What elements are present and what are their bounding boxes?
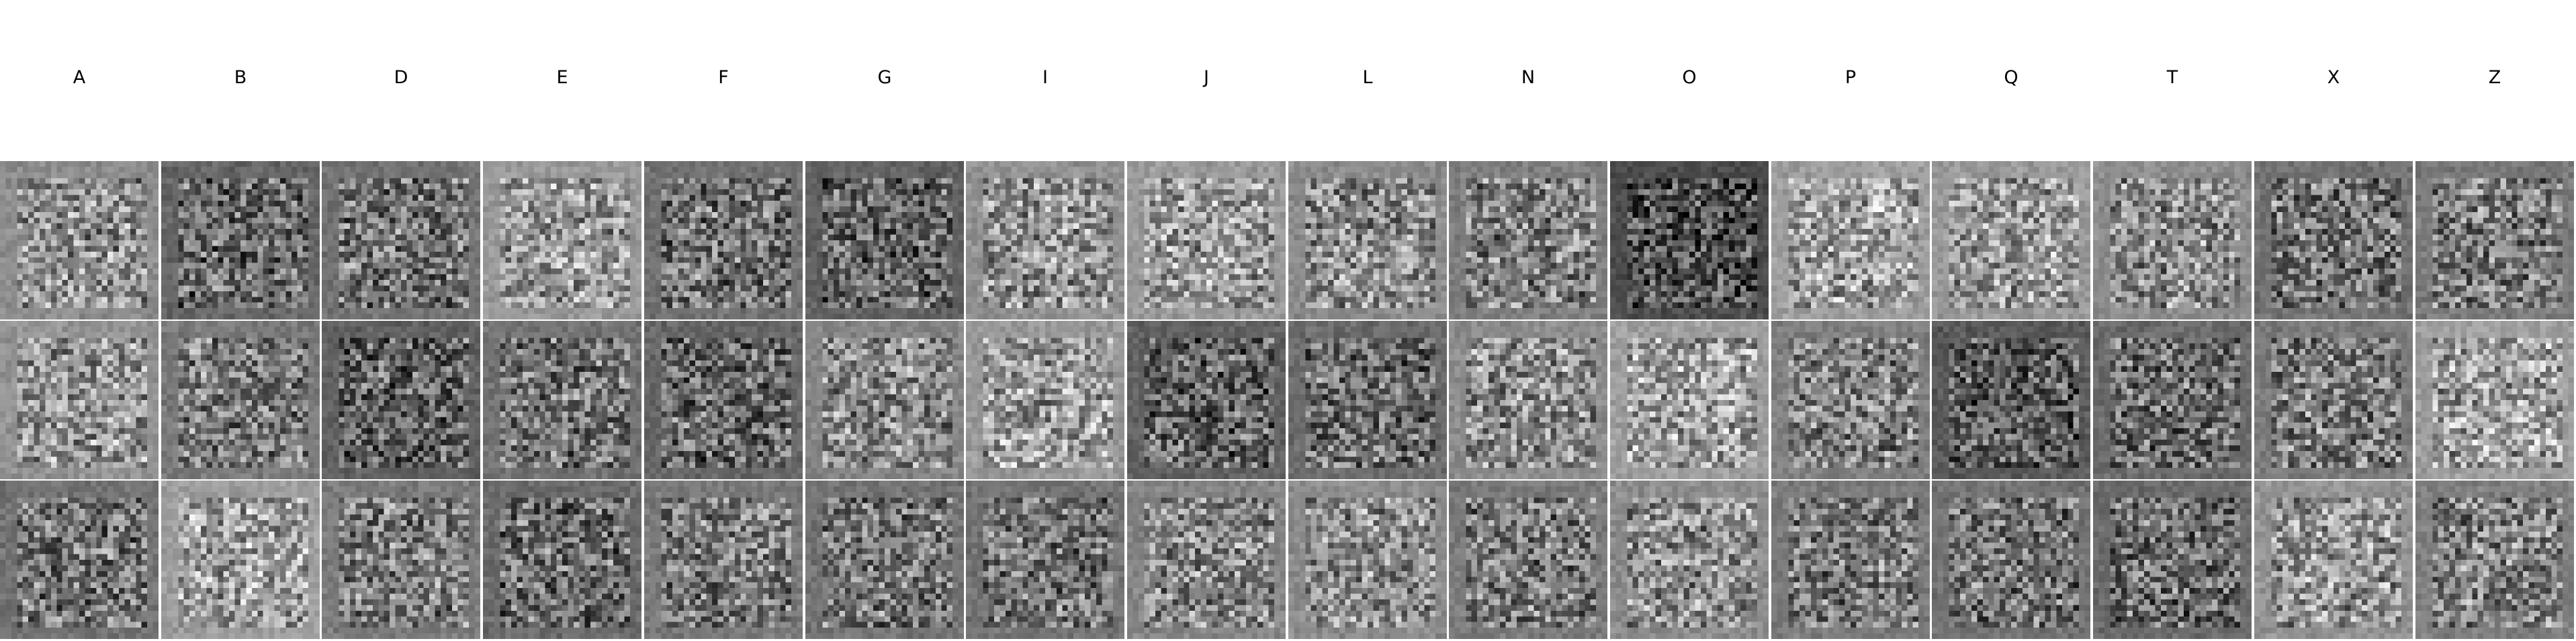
noise-tile-g-row-3 bbox=[805, 481, 964, 639]
noise-tile-j-row-2 bbox=[1127, 321, 1286, 479]
noise-tile-f-row-3 bbox=[644, 481, 803, 639]
noise-tile-d-row-1 bbox=[322, 161, 480, 319]
noise-tile-t-row-3 bbox=[2093, 481, 2252, 639]
noise-tile-t-row-1 bbox=[2093, 161, 2252, 319]
noise-tile-q-row-3 bbox=[1932, 481, 2090, 639]
noise-tile-n-row-2 bbox=[1449, 321, 1607, 479]
column-label-l: L bbox=[1362, 67, 1373, 88]
noise-tile-d-row-2 bbox=[322, 321, 480, 479]
noise-tile-a-row-2 bbox=[0, 321, 159, 479]
noise-tile-l-row-1 bbox=[1288, 161, 1447, 319]
noise-tile-n-row-3 bbox=[1449, 481, 1607, 639]
noise-tile-b-row-3 bbox=[161, 481, 320, 639]
noise-tile-e-row-3 bbox=[483, 481, 641, 639]
noise-tile-o-row-1 bbox=[1610, 161, 1769, 319]
noise-tile-a-row-3 bbox=[0, 481, 159, 639]
noise-tile-f-row-2 bbox=[644, 321, 803, 479]
noise-tile-x-row-2 bbox=[2254, 321, 2413, 479]
column-label-g: G bbox=[877, 67, 892, 88]
noise-tile-z-row-2 bbox=[2415, 321, 2574, 479]
noise-tile-f-row-1 bbox=[644, 161, 803, 319]
noise-tile-e-row-1 bbox=[483, 161, 641, 319]
noise-tile-q-row-2 bbox=[1932, 321, 2090, 479]
noise-tile-o-row-2 bbox=[1610, 321, 1769, 479]
column-label-d: D bbox=[394, 67, 408, 88]
column-label-q: Q bbox=[2004, 67, 2018, 88]
noise-tile-b-row-1 bbox=[161, 161, 320, 319]
noise-tile-d-row-3 bbox=[322, 481, 480, 639]
noise-tile-t-row-2 bbox=[2093, 321, 2252, 479]
column-label-o: O bbox=[1682, 67, 1697, 88]
noise-tile-p-row-3 bbox=[1771, 481, 1930, 639]
column-label-b: B bbox=[234, 67, 247, 88]
noise-tile-l-row-3 bbox=[1288, 481, 1447, 639]
noise-tile-p-row-1 bbox=[1771, 161, 1930, 319]
noise-tile-g-row-2 bbox=[805, 321, 964, 479]
column-label-x: X bbox=[2327, 67, 2340, 88]
noise-tile-p-row-2 bbox=[1771, 321, 1930, 479]
noise-tile-z-row-1 bbox=[2415, 161, 2574, 319]
noise-tile-x-row-1 bbox=[2254, 161, 2413, 319]
noise-tile-q-row-1 bbox=[1932, 161, 2090, 319]
column-label-e: E bbox=[556, 67, 568, 88]
column-label-t: T bbox=[2166, 67, 2178, 88]
column-label-z: Z bbox=[2488, 67, 2501, 88]
noise-tile-z-row-3 bbox=[2415, 481, 2574, 639]
noise-tile-j-row-1 bbox=[1127, 161, 1286, 319]
column-label-i: I bbox=[1042, 67, 1048, 88]
noise-tile-o-row-3 bbox=[1610, 481, 1769, 639]
noise-tile-x-row-3 bbox=[2254, 481, 2413, 639]
noise-tile-b-row-2 bbox=[161, 321, 320, 479]
noise-tile-j-row-3 bbox=[1127, 481, 1286, 639]
noise-tile-l-row-2 bbox=[1288, 321, 1447, 479]
noise-tile-e-row-2 bbox=[483, 321, 641, 479]
noise-tile-i-row-3 bbox=[966, 481, 1124, 639]
noise-tile-g-row-1 bbox=[805, 161, 964, 319]
column-label-n: N bbox=[1521, 67, 1536, 88]
column-label-a: A bbox=[73, 67, 86, 88]
column-label-f: F bbox=[718, 67, 729, 88]
noise-tile-a-row-1 bbox=[0, 161, 159, 319]
column-label-j: J bbox=[1204, 67, 1209, 88]
noise-tile-n-row-1 bbox=[1449, 161, 1607, 319]
noise-tile-i-row-1 bbox=[966, 161, 1124, 319]
column-label-p: P bbox=[1845, 67, 1857, 88]
noise-tile-i-row-2 bbox=[966, 321, 1124, 479]
